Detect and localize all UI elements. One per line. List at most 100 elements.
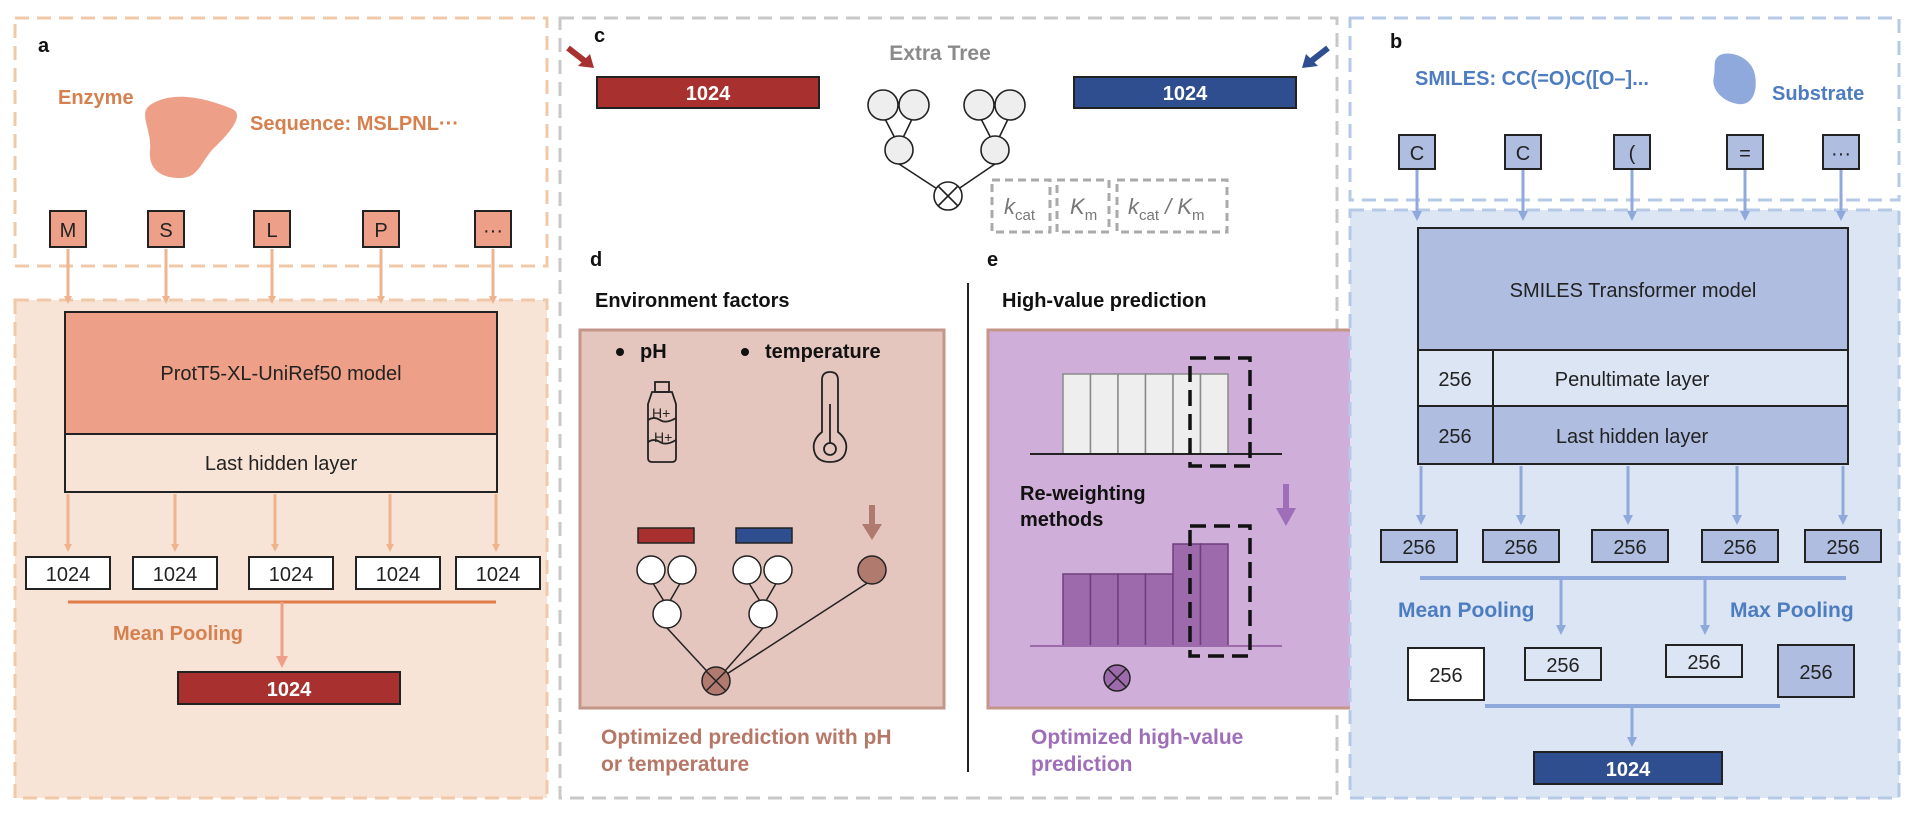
substrate-output-label: 1024	[1606, 759, 1651, 781]
bullet-icon	[741, 348, 749, 356]
panel-e: e High-value prediction Re-weighting met…	[986, 249, 1354, 776]
kcat-km-label: kcat / Km	[1128, 194, 1205, 224]
high-value-highlight-bottom	[1188, 524, 1252, 658]
enzyme-embedding-box	[355, 556, 441, 590]
ph-glyph-lower: H+	[654, 429, 672, 445]
left-vector-arrow-shaft	[566, 45, 588, 65]
sequence-label: Sequence: MSLPNL···	[250, 113, 459, 135]
right-input-vector	[1073, 76, 1297, 109]
smiles-embedding-box	[1482, 529, 1560, 563]
smiles-token-box	[1504, 134, 1542, 170]
right-vector-arrow-shaft	[1308, 45, 1330, 65]
pooled-box-2	[1524, 647, 1602, 681]
smiles-embedding-box	[1591, 529, 1669, 563]
tree-node	[898, 89, 930, 121]
histogram-before-bar	[1117, 373, 1147, 455]
enzyme-embedding-label: 1024	[376, 564, 421, 586]
panel-b-label: b	[1390, 31, 1402, 53]
enzyme-embedding-box	[455, 556, 541, 590]
smiles-token-label: ···	[1831, 143, 1851, 165]
smiles-token-row: C C ( = ···	[1398, 134, 1860, 221]
factor-temperature-label: temperature	[765, 341, 881, 363]
enzyme-embedding-label: 1024	[46, 564, 91, 586]
substrate-shape-icon	[1713, 53, 1756, 105]
enzyme-token-box	[362, 210, 400, 248]
enzyme-embedding-label: 1024	[153, 564, 198, 586]
reweight-arrow-icon	[1276, 508, 1296, 526]
tree-node	[963, 89, 995, 121]
enzyme-token-box	[147, 210, 185, 248]
pooled-box-3	[1665, 644, 1743, 678]
penultimate-label: Penultimate layer	[1555, 369, 1710, 391]
pooled-value-2: 256	[1546, 655, 1579, 677]
panel-b-top-frame	[1348, 16, 1901, 202]
histogram-before-bar	[1062, 373, 1092, 455]
extra-tree-title: Extra Tree	[889, 42, 991, 65]
smiles-label: SMILES: CC(=O)C([O–]...	[1415, 68, 1649, 90]
panel-e-caption-line1: Optimized high-value	[1031, 726, 1243, 749]
histogram-before	[1062, 373, 1229, 455]
tree-node	[994, 89, 1026, 121]
environment-tree	[636, 505, 887, 696]
enzyme-embedding-box	[25, 556, 111, 590]
last-hidden-label: Last hidden layer	[1556, 426, 1709, 448]
smiles-token-box	[1398, 134, 1436, 170]
left-input-vector-label: 1024	[686, 83, 731, 105]
prott5-model-label: ProtT5-XL-UniRef50 model	[160, 363, 401, 385]
ph-glyph-upper: H+	[652, 405, 670, 421]
environment-card	[578, 328, 946, 710]
enzyme-embedding-label: 1024	[476, 564, 521, 586]
km-box	[1055, 178, 1111, 234]
enzyme-token-label: S	[159, 220, 172, 242]
histogram-after-bar	[1172, 543, 1202, 647]
histogram-after-bar	[1144, 573, 1174, 647]
smiles-token-label: C	[1516, 143, 1530, 165]
panel-a-top-frame	[13, 16, 549, 268]
factor-ph-label: pH	[640, 341, 667, 363]
smiles-token-label: C	[1410, 143, 1424, 165]
enzyme-token-box	[474, 210, 512, 248]
penultimate-layer-box	[1417, 349, 1849, 407]
reweighting-label-line1: Re-weighting	[1020, 483, 1146, 505]
smiles-transformer-box	[1417, 227, 1849, 351]
panel-d-caption-line1: Optimized prediction with pH	[601, 726, 892, 749]
right-input-vector-label: 1024	[1163, 83, 1208, 105]
panel-d-label: d	[590, 249, 602, 271]
enzyme-shape-icon	[145, 96, 238, 178]
pooled-value-4: 256	[1799, 662, 1832, 684]
pooled-value-1: 256	[1429, 665, 1462, 687]
smiles-token-label: (	[1629, 143, 1636, 165]
mean-pooling-label: Mean Pooling	[1398, 599, 1535, 622]
penultimate-dim: 256	[1438, 369, 1471, 391]
target-boxes: kcat Km kcat / Km	[990, 178, 1229, 234]
tree-node	[884, 135, 914, 165]
smiles-token-label: =	[1739, 143, 1751, 165]
substrate-label: Substrate	[1772, 83, 1864, 105]
smiles-embedding-label: 256	[1826, 537, 1859, 559]
smiles-embedding-label: 256	[1504, 537, 1537, 559]
enzyme-token-label: L	[266, 220, 277, 242]
enzyme-token-label: P	[374, 220, 387, 242]
bullet-icon	[616, 348, 624, 356]
last-hidden-dim: 256	[1438, 426, 1471, 448]
panel-c-label: c	[594, 25, 605, 47]
enzyme-embedding-row: 1024 1024 1024 1024 1024	[25, 494, 541, 590]
enzyme-output-vector	[177, 671, 401, 705]
env-factor-node	[857, 555, 887, 585]
left-input-vector	[596, 76, 820, 109]
smiles-embedding-box	[1380, 529, 1458, 563]
panel-a-label: a	[38, 35, 50, 57]
mini-enzyme-vector	[637, 527, 695, 544]
enzyme-hidden-layer-label: Last hidden layer	[205, 453, 358, 475]
pooled-box-1	[1407, 647, 1485, 701]
histogram-after-bar	[1089, 573, 1119, 647]
panel-e-caption-line2: prediction	[1031, 753, 1133, 776]
reweighting-label-line2: methods	[1020, 509, 1103, 531]
enzyme-token-label: ···	[483, 220, 503, 242]
histogram-after-bar	[1199, 543, 1229, 647]
enzyme-embedding-box	[132, 556, 218, 590]
max-pooling-label: Max Pooling	[1730, 599, 1854, 622]
smiles-embedding-box	[1701, 529, 1779, 563]
enzyme-token-label: M	[60, 220, 77, 242]
